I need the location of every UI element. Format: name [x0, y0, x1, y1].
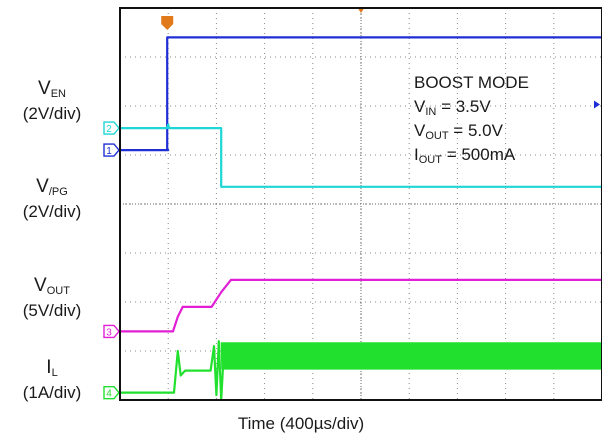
- trace-out: [120, 278, 602, 333]
- trigger-level-icon: [594, 100, 600, 109]
- channel-label-3: VOUT (5V/div): [22, 275, 82, 320]
- channel-marker-2-text: 2: [106, 124, 112, 135]
- channel-marker-4: 4: [103, 385, 120, 400]
- annotation-title: BOOST MODE: [414, 73, 529, 92]
- channel-marker-3: 3: [103, 324, 120, 338]
- channel-markers: 1 2 3 4: [103, 121, 120, 400]
- grid: [120, 8, 602, 400]
- trace-l: [120, 340, 602, 402]
- plot-frame: [119, 7, 602, 401]
- trigger-icon: [161, 16, 174, 30]
- channel-label-2: V/PG (2V/div): [22, 176, 82, 221]
- annotation-vin: VIN = 3.5V: [414, 97, 491, 118]
- trace-en: [120, 36, 602, 152]
- channel-label-4: IL (1A/div): [22, 357, 82, 402]
- x-axis-label: Time (400µs/div): [237, 414, 365, 433]
- traces: [120, 7, 602, 402]
- channel-marker-1-text: 1: [106, 146, 112, 157]
- channel-marker-2: 2: [103, 121, 120, 135]
- annotation-vout: VOUT = 5.0V: [414, 121, 503, 142]
- channel-label-1: VEN (2V/div): [22, 78, 82, 123]
- channel-marker-4-text: 4: [106, 389, 112, 400]
- trace-pg: [120, 123, 602, 188]
- channel-marker-1: 1: [103, 143, 120, 157]
- annotation-iout: IOUT = 500mA: [414, 145, 516, 166]
- channel-marker-3-text: 3: [106, 327, 112, 338]
